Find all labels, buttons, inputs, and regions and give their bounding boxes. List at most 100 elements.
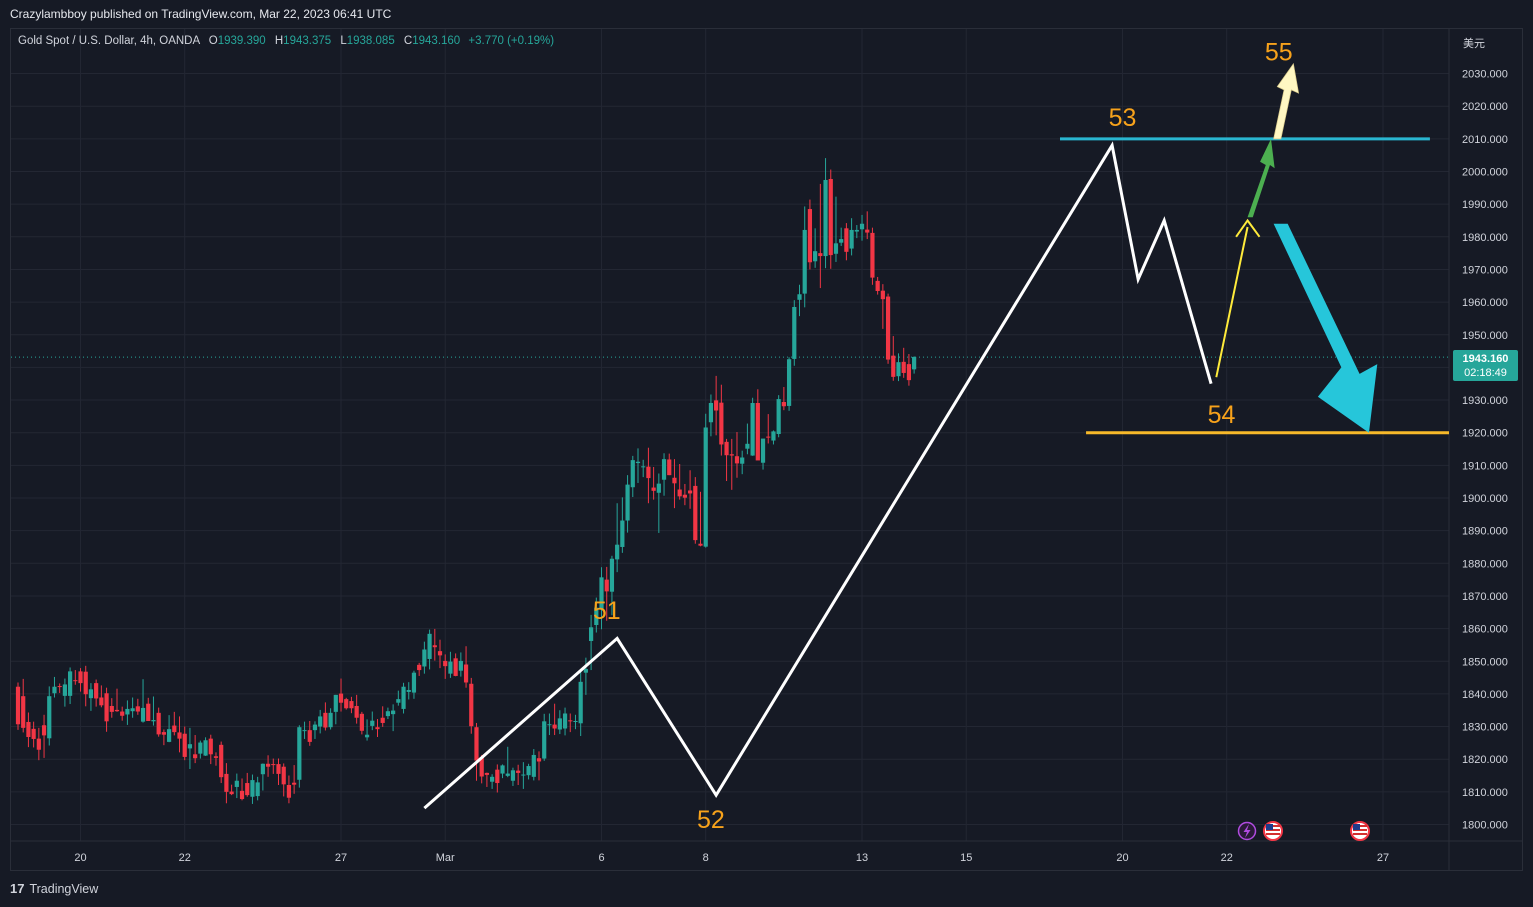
candle-body — [516, 770, 521, 773]
candle — [599, 567, 604, 630]
candle-body — [151, 720, 156, 722]
currency-label[interactable]: 美元 — [1463, 38, 1485, 50]
candle-body — [708, 402, 714, 423]
candle-body — [547, 724, 552, 726]
candle — [135, 698, 140, 715]
candle-body — [745, 443, 750, 449]
candle — [859, 214, 865, 241]
price-tick-label: 1870.000 — [1462, 591, 1508, 603]
candle-body — [47, 696, 52, 739]
candle-body — [234, 780, 239, 787]
candle-body — [219, 744, 224, 778]
wave-label: 54 — [1208, 401, 1236, 429]
candle-body — [646, 466, 651, 479]
candle — [370, 711, 375, 731]
symbol-name[interactable]: Gold Spot / U.S. Dollar, 4h, OANDA — [18, 35, 200, 47]
candle-body — [198, 742, 203, 754]
candle — [31, 721, 36, 748]
candle — [156, 707, 161, 737]
candle — [771, 430, 776, 445]
candle — [531, 749, 536, 781]
candle — [422, 641, 427, 674]
price-tick-label: 1830.000 — [1462, 722, 1508, 734]
symbol-legend[interactable]: Gold Spot / U.S. Dollar, 4h, OANDA O1939… — [18, 35, 554, 47]
candle-body — [78, 671, 83, 684]
candle — [474, 722, 479, 781]
candle — [792, 300, 797, 366]
candle — [213, 752, 219, 766]
lightning-icon[interactable] — [1237, 821, 1257, 841]
price-tick-label: 1930.000 — [1462, 395, 1508, 407]
grid — [11, 29, 1449, 841]
candle-body — [349, 701, 354, 709]
candle-body — [479, 757, 484, 777]
candle-body — [776, 399, 781, 435]
price-tick-label: 1960.000 — [1462, 297, 1508, 309]
candle — [130, 697, 135, 718]
candle-body — [286, 784, 292, 798]
candle-body — [156, 712, 161, 735]
us-flag-icon[interactable] — [1350, 821, 1370, 841]
candle — [203, 737, 208, 756]
us-flag-icon[interactable] — [1263, 821, 1283, 841]
time-axis[interactable]: 20 22 27 Mar 6 8 13 15 20 22 27 — [74, 852, 1389, 864]
candle-body — [833, 243, 839, 254]
candle — [542, 713, 547, 761]
candle-body — [797, 294, 802, 300]
candle-body — [901, 361, 906, 373]
candle — [52, 676, 57, 698]
candle-body — [682, 494, 687, 498]
candle-body — [542, 721, 547, 759]
candle — [516, 764, 521, 785]
low-label: L — [340, 35, 347, 47]
change-value: +3.770 (+0.19%) — [468, 35, 555, 47]
candle — [615, 503, 620, 573]
drawings: 51 52 53 54 55 — [423, 38, 1449, 834]
tradingview-footer[interactable]: 17 TradingView — [10, 881, 98, 896]
wave-path — [423, 141, 1213, 810]
candle-body — [271, 764, 276, 766]
candle-body — [15, 686, 21, 725]
candle — [635, 448, 641, 483]
candle-body — [88, 689, 94, 699]
candle — [427, 629, 432, 670]
candle — [672, 459, 677, 509]
candle — [385, 707, 391, 720]
candle-body — [771, 431, 776, 441]
candle-body — [583, 669, 588, 673]
candle-body — [740, 457, 745, 464]
candle — [578, 671, 583, 737]
candle — [411, 670, 417, 699]
candle-body — [437, 651, 443, 656]
price-tick-label: 2030.000 — [1462, 69, 1508, 81]
candle-body — [557, 718, 562, 730]
candle-body — [484, 772, 489, 775]
candle-body — [166, 729, 172, 742]
candle-body — [125, 708, 130, 715]
price-tick-label: 1800.000 — [1462, 820, 1508, 832]
time-tick-label: 13 — [856, 852, 868, 864]
price-axis[interactable]: 1800.000 1810.000 1820.000 1830.000 1840.000… — [1462, 69, 1508, 832]
candle-body — [609, 558, 615, 592]
candle — [865, 211, 870, 240]
candle — [245, 772, 250, 797]
candle — [766, 414, 771, 444]
candle — [328, 708, 333, 730]
candle-body — [323, 712, 328, 728]
candle — [401, 682, 406, 714]
price-tick-label: 2000.000 — [1462, 167, 1508, 179]
candle-body — [729, 454, 734, 456]
candle-body — [391, 710, 396, 715]
price-tick-label: 1970.000 — [1462, 264, 1508, 276]
candle — [568, 713, 573, 733]
candle-body — [354, 705, 359, 718]
last-price-value: 1943.160 — [1462, 353, 1509, 365]
candle-body — [57, 686, 62, 688]
candle-body — [875, 280, 880, 291]
candle-body — [474, 727, 479, 761]
candle-body — [177, 732, 182, 739]
candle — [786, 357, 792, 411]
candle-body — [521, 774, 526, 776]
candle — [62, 678, 67, 707]
